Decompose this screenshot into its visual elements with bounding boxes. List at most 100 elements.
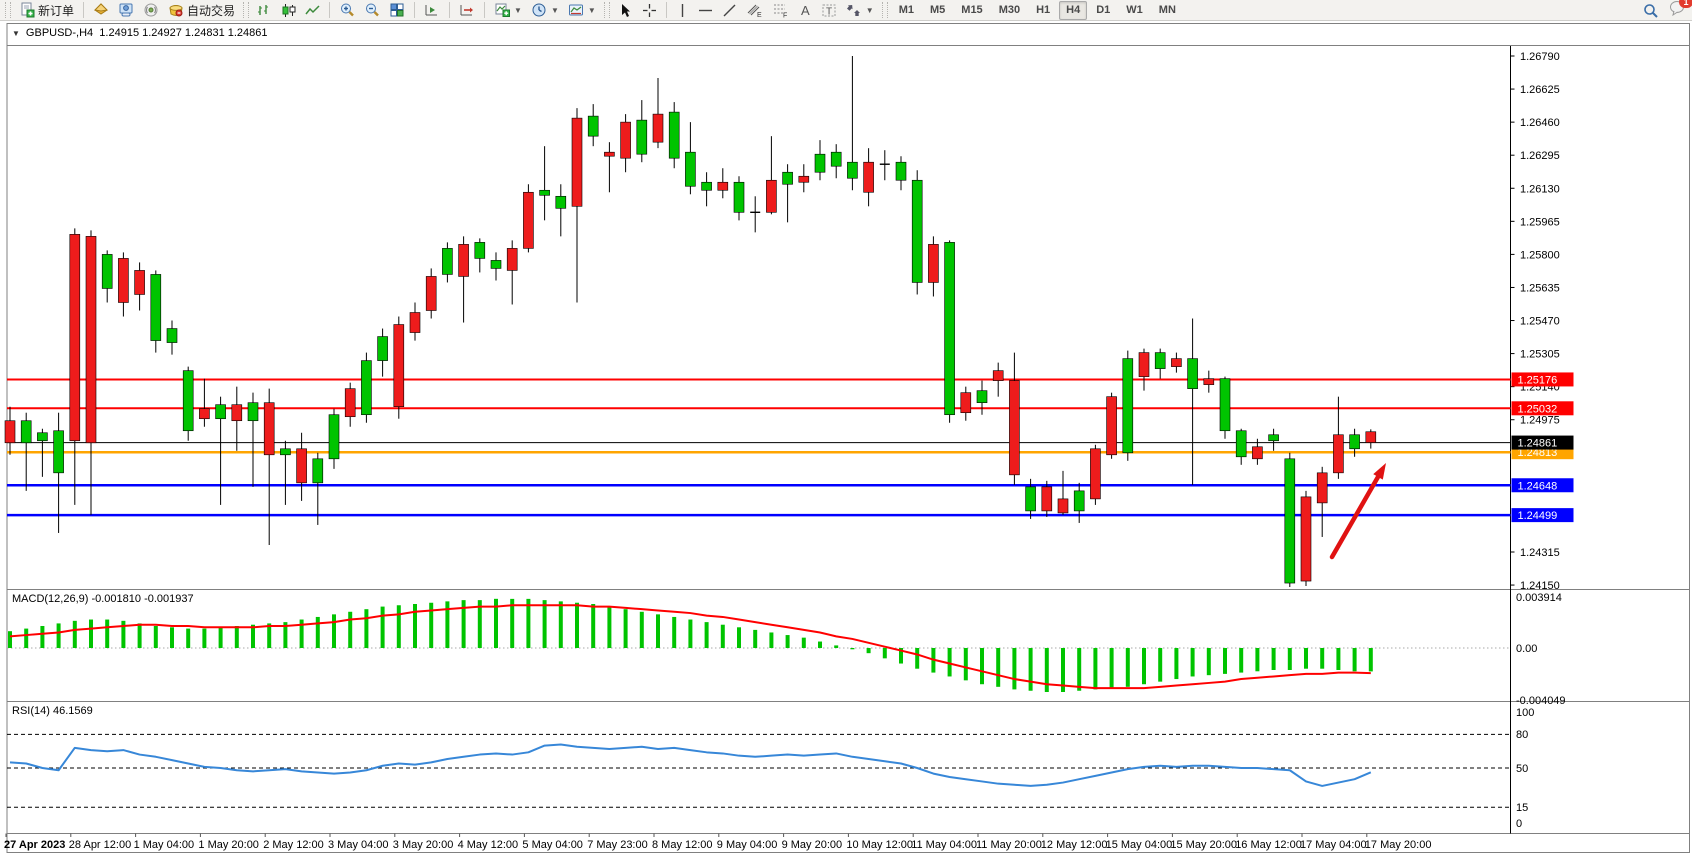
current-price-tag: 1.24861 [1518,438,1558,450]
time-label[interactable]: 16 May 12:00 [1235,839,1302,851]
template-button[interactable]: ▼ [564,0,600,21]
tf-button-M30[interactable]: M30 [998,3,1021,16]
chevron-down-icon[interactable]: ▼ [12,29,20,38]
bar-chart-icon [258,4,269,15]
time-label[interactable]: 11 May 20:00 [976,839,1042,851]
candle-41 [668,102,680,169]
svg-text:A: A [801,3,810,18]
rsi-line [9,743,1372,787]
tile-windows-button[interactable] [385,0,409,21]
candle-33 [539,146,550,221]
time-label[interactable]: 2 May 12:00 [263,839,324,851]
time-label[interactable]: 27 Apr 2023 [4,839,65,851]
candle-44 [717,168,729,199]
time-label[interactable]: 10 May 12:00 [846,839,913,851]
fibonacci-button[interactable]: F [768,0,793,21]
candle-60 [976,380,988,415]
candle-43 [701,172,712,207]
crosshair-button[interactable] [638,0,661,21]
horizontal-line-button[interactable] [694,0,717,21]
time-label[interactable]: 3 May 20:00 [393,839,454,851]
channel-icon: E [747,4,762,18]
candle-72 [1171,352,1182,373]
time-label[interactable]: 1 May 04:00 [134,839,195,851]
cursor-button[interactable] [614,0,637,21]
tf-button-H4[interactable]: H4 [1059,0,1088,20]
candlestick-chart-button[interactable] [277,0,300,21]
tf-button-W1[interactable]: W1 [1126,3,1143,16]
notifications-button[interactable]: 1 [1669,0,1692,21]
text-label-button[interactable]: T [817,0,841,21]
channel-button[interactable]: E [742,0,767,21]
arrows-button[interactable]: ▼ [842,0,878,21]
tf-button-MN[interactable]: MN [1158,3,1176,16]
time-label[interactable]: 9 May 20:00 [782,839,843,851]
macd-scale-label: 0.00 [1516,643,1537,655]
candle-45 [733,176,745,221]
tf-button-M5[interactable]: M5 [930,3,946,16]
news-button[interactable] [139,0,163,21]
chart-shift-button[interactable] [455,0,479,21]
time-label[interactable]: 7 May 23:00 [587,839,648,851]
text-button[interactable]: A [794,0,816,21]
bar-chart-button[interactable] [253,0,276,21]
trendline-icon [723,4,736,16]
time-label[interactable]: 17 May 20:00 [1365,839,1432,851]
rsi-scale-label: 0 [1516,818,1522,830]
candle-78 [1268,428,1279,451]
profile-button[interactable] [89,0,113,21]
level-1.24648-tag-bg [1511,478,1574,493]
trendline-button[interactable] [718,0,741,21]
vertical-line-button[interactable] [672,0,693,21]
auto-trading-button[interactable]: 自动交易 [164,0,239,21]
candle-59 [960,386,972,421]
search-icon[interactable] [1643,3,1659,19]
zoom-out-button[interactable] [360,0,384,21]
rsi-scale-label: 15 [1516,802,1528,814]
time-label[interactable]: 5 May 04:00 [522,839,583,851]
time-label[interactable]: 17 May 04:00 [1300,839,1367,851]
indicators-button[interactable]: ▼ [490,0,526,21]
time-label[interactable]: 15 May 04:00 [1106,839,1173,851]
time-label[interactable]: 1 May 20:00 [198,839,259,851]
price-tick-label: 1.26130 [1520,183,1560,195]
toolbar-grip [5,2,11,18]
time-label[interactable]: 4 May 12:00 [458,839,519,851]
candle-0 [4,406,16,455]
tf-button-M15[interactable]: M15 [961,3,983,16]
level-1.25176-tag-bg [1511,372,1574,387]
time-label[interactable]: 3 May 04:00 [328,839,389,851]
time-label[interactable]: 28 Apr 12:00 [69,839,131,851]
period-button[interactable]: ▼ [527,0,563,21]
new-order-button[interactable]: 新订单 [15,0,78,21]
annotation-arrow-line[interactable] [1329,474,1381,560]
time-label[interactable]: 11 May 04:00 [911,839,977,851]
time-label[interactable]: 8 May 12:00 [652,839,713,851]
market-watch-button[interactable] [114,0,138,21]
chart-canvas[interactable]: 1.26790 1.26625 1.26460 1.26295 1.26130 1.259… [0,22,1692,855]
level-1.24499-tag: 1.24499 [1518,510,1558,522]
auto-scroll-button[interactable] [420,0,444,21]
tf-button-M1[interactable]: M1 [898,3,914,16]
zoom-in-button[interactable] [335,0,359,21]
horizontal-line-icon [698,9,712,11]
candle-46 [750,196,761,233]
candle-4 [69,228,81,505]
candle-11 [182,366,194,441]
time-label[interactable]: 15 May 20:00 [1170,839,1237,851]
candle-13 [215,396,226,505]
tf-button-D1[interactable]: D1 [1096,3,1111,16]
time-label[interactable]: 12 May 12:00 [1041,839,1108,851]
candle-69 [1122,350,1134,461]
candle-10 [166,320,178,355]
chart-shift-icon [460,5,474,16]
time-label[interactable]: 9 May 04:00 [717,839,778,851]
annotation-arrow-head[interactable] [1373,463,1386,480]
candle-18 [296,432,307,501]
svg-text:T: T [826,6,832,17]
auto-scroll-icon [425,5,438,16]
line-chart-button[interactable] [301,0,324,21]
candle-66 [1073,482,1085,523]
tf-button-H1[interactable]: H1 [1036,3,1051,16]
price-tick-label: 1.26460 [1520,117,1560,129]
